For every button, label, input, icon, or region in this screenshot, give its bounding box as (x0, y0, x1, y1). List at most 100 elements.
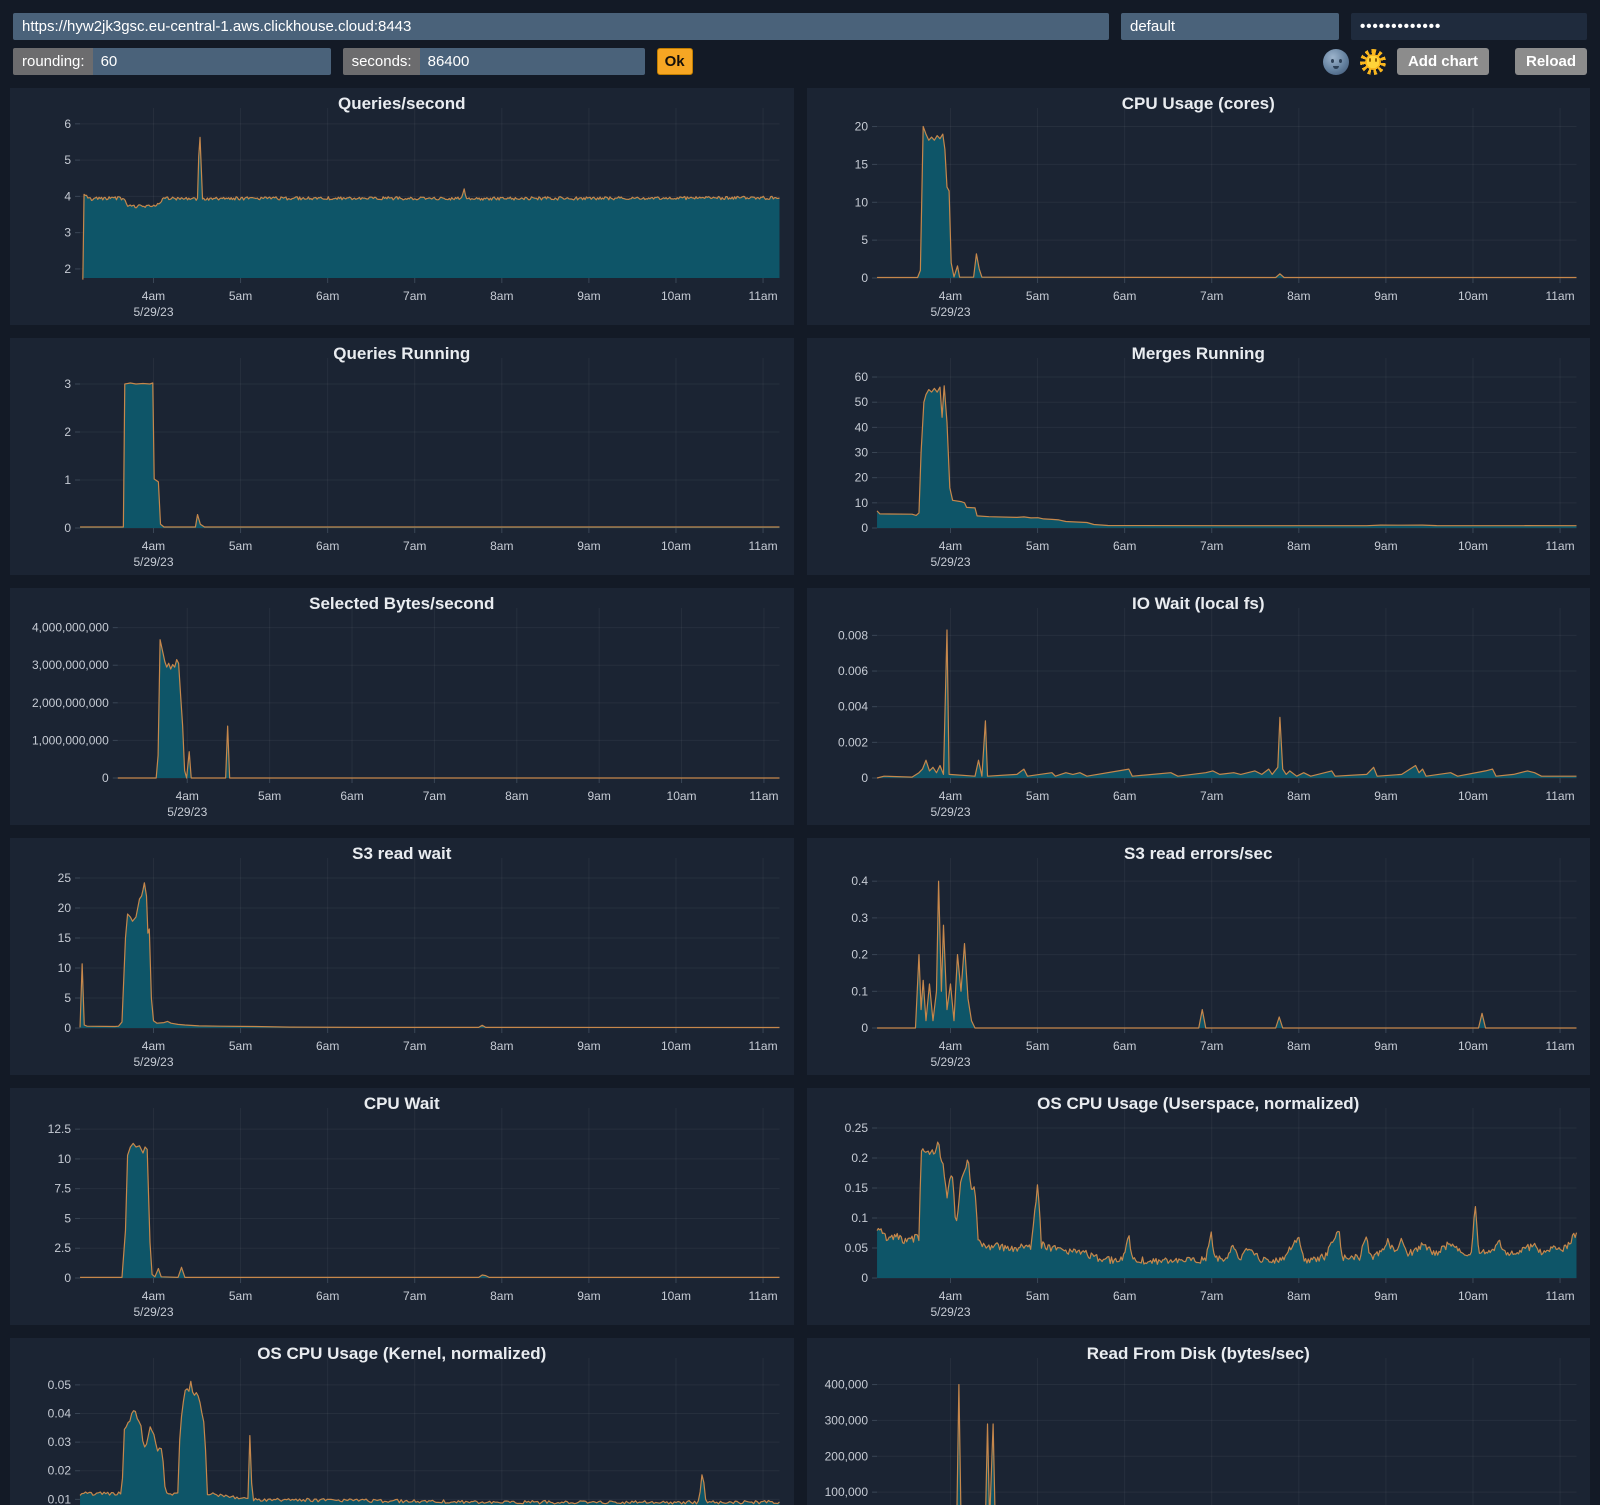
chart-panel: IO Wait (local fs) 0 0.002 0.004 0.006 0.008… (806, 588, 1591, 825)
svg-text:0: 0 (64, 521, 71, 535)
rounding-input[interactable] (92, 48, 331, 75)
chart-canvas[interactable]: 0 5 10 15 20 4am 5/29/23 5am 6am 7am 8am 9am 10am 11a… (807, 88, 1591, 325)
svg-text:6am: 6am (1112, 789, 1135, 803)
svg-text:9am: 9am (587, 789, 610, 803)
chart-canvas[interactable]: 0 0.002 0.004 0.006 0.008 4am 5/29/23 5am 6am 7am… (807, 588, 1591, 825)
svg-text:10am: 10am (661, 1039, 691, 1053)
svg-text:7am: 7am (403, 1289, 426, 1303)
svg-text:9am: 9am (577, 1289, 600, 1303)
svg-text:8am: 8am (490, 1039, 513, 1053)
svg-text:6am: 6am (316, 289, 339, 303)
svg-text:7am: 7am (1200, 289, 1223, 303)
svg-text:10am: 10am (661, 289, 691, 303)
svg-text:10am: 10am (1457, 539, 1487, 553)
svg-text:5am: 5am (229, 289, 252, 303)
ok-button[interactable]: Ok (656, 48, 693, 75)
svg-text:7am: 7am (403, 289, 426, 303)
chart-canvas[interactable]: 0 2.5 5 7.5 10 12.5 4am 5/29/23 5am 6am 7am 8am 9am 1… (10, 1088, 794, 1325)
svg-text:4am: 4am (938, 1289, 961, 1303)
seconds-label: seconds: (342, 48, 420, 75)
svg-text:25: 25 (58, 871, 72, 885)
svg-text:2,000,000,000: 2,000,000,000 (32, 696, 109, 710)
chart-canvas[interactable]: 0 1 2 3 4am 5/29/23 5am 6am 7am 8am 9am 10am 11am (10, 338, 794, 575)
svg-text:2: 2 (64, 262, 71, 276)
toolbar: rounding: seconds: Ok Add chart Reload (0, 0, 1600, 75)
svg-text:9am: 9am (577, 289, 600, 303)
svg-text:8am: 8am (490, 1289, 513, 1303)
svg-text:11am: 11am (1545, 1289, 1574, 1303)
svg-text:10: 10 (58, 961, 72, 975)
svg-text:7am: 7am (403, 1039, 426, 1053)
chart-title: S3 read wait (352, 844, 452, 863)
svg-text:5/29/23: 5/29/23 (167, 805, 207, 819)
chart-canvas[interactable]: 0100,000200,000300,000400,0004am5/29/235… (807, 1338, 1591, 1505)
svg-text:6am: 6am (1112, 539, 1135, 553)
chart-canvas[interactable]: 0 0.1 0.2 0.3 0.4 4am 5/29/23 5am 6am 7am 8am 9am 10… (807, 838, 1591, 1075)
svg-text:0.4: 0.4 (851, 874, 868, 888)
svg-text:0.3: 0.3 (851, 911, 868, 925)
seconds-input[interactable] (419, 48, 645, 75)
svg-text:0.05: 0.05 (48, 1378, 72, 1392)
svg-text:11am: 11am (748, 1289, 777, 1303)
chart-title: CPU Usage (cores) (1121, 94, 1275, 113)
moon-icon[interactable] (1322, 48, 1349, 75)
svg-text:0: 0 (64, 1271, 71, 1285)
sun-icon[interactable] (1359, 48, 1386, 75)
svg-text:30: 30 (854, 446, 868, 460)
svg-text:6am: 6am (340, 789, 363, 803)
svg-text:4am: 4am (938, 789, 961, 803)
svg-text:4,000,000,000: 4,000,000,000 (32, 621, 109, 635)
svg-text:11am: 11am (749, 789, 778, 803)
svg-text:5am: 5am (1025, 1039, 1048, 1053)
svg-text:2.5: 2.5 (54, 1241, 71, 1255)
svg-text:5am: 5am (229, 1289, 252, 1303)
svg-text:0.006: 0.006 (837, 664, 867, 678)
svg-text:7am: 7am (1200, 1039, 1223, 1053)
rounding-field: rounding: (13, 48, 331, 75)
svg-text:1: 1 (64, 473, 71, 487)
svg-text:4am: 4am (176, 789, 199, 803)
svg-text:40: 40 (854, 420, 868, 434)
svg-text:0.01: 0.01 (48, 1492, 72, 1505)
chart-panel: OS CPU Usage (Kernel, normalized) 00.010… (10, 1338, 794, 1505)
svg-text:8am: 8am (490, 539, 513, 553)
chart-canvas[interactable]: 00.010.020.030.040.054am5/29/235am6am7am… (10, 1338, 794, 1505)
svg-text:8am: 8am (1287, 289, 1310, 303)
password-input[interactable] (1351, 13, 1587, 40)
svg-text:8am: 8am (1287, 789, 1310, 803)
svg-text:10am: 10am (1457, 1039, 1487, 1053)
svg-text:5am: 5am (1025, 1289, 1048, 1303)
chart-title: OS CPU Usage (Userspace, normalized) (1037, 1094, 1360, 1113)
svg-text:8am: 8am (1287, 539, 1310, 553)
svg-text:9am: 9am (1374, 539, 1397, 553)
svg-text:5: 5 (64, 991, 71, 1005)
reload-button[interactable]: Reload (1514, 48, 1587, 75)
svg-text:11am: 11am (1545, 289, 1574, 303)
chart-canvas[interactable]: 0 0.05 0.1 0.15 0.2 0.25 4am 5/29/23 5am 6am 7am 8a… (807, 1088, 1591, 1325)
svg-text:11am: 11am (1545, 789, 1574, 803)
chart-canvas[interactable]: 0 10 20 30 40 50 60 4am 5/29/23 5am 6am 7am 8am 9am 10… (807, 338, 1591, 575)
svg-text:5: 5 (64, 153, 71, 167)
svg-text:5/29/23: 5/29/23 (930, 305, 970, 319)
svg-text:7am: 7am (1200, 1289, 1223, 1303)
url-input[interactable] (13, 13, 1109, 40)
chart-canvas[interactable]: 0 5 10 15 20 25 4am 5/29/23 5am 6am 7am 8am 9am 10am 1… (10, 838, 794, 1075)
svg-text:9am: 9am (1374, 1039, 1397, 1053)
svg-text:7.5: 7.5 (54, 1182, 71, 1196)
chart-title: OS CPU Usage (Kernel, normalized) (257, 1344, 547, 1363)
svg-text:5/29/23: 5/29/23 (133, 305, 173, 319)
svg-text:7am: 7am (403, 539, 426, 553)
svg-text:0: 0 (861, 771, 868, 785)
chart-panel: S3 read errors/sec 0 0.1 0.2 0.3 0.4 4am 5/29/… (806, 838, 1591, 1075)
svg-text:10am: 10am (1457, 1289, 1487, 1303)
chart-canvas[interactable]: 0 1,000,000,000 2,000,000,000 3,000,000,000… (10, 588, 794, 825)
user-input[interactable] (1121, 13, 1339, 40)
svg-text:400,000: 400,000 (824, 1378, 868, 1392)
add-chart-button[interactable]: Add chart (1396, 48, 1489, 75)
svg-text:4am: 4am (142, 1289, 165, 1303)
svg-text:3: 3 (64, 226, 71, 240)
chart-title: Queries/second (337, 94, 466, 113)
svg-text:4: 4 (64, 189, 71, 203)
chart-canvas[interactable]: 2 3 4 5 6 4am 5/29/23 5am 6am 7am 8am 9am 10am 11am (10, 88, 794, 325)
svg-text:0: 0 (64, 1021, 71, 1035)
